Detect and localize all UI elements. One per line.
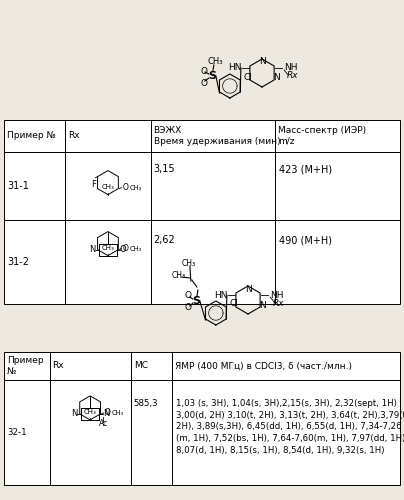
Bar [131, 352, 172, 380]
Text: Rx: Rx [68, 132, 80, 140]
Text: Rx: Rx [53, 362, 64, 370]
Text: МС: МС [134, 362, 148, 370]
Bar [275, 120, 400, 152]
Text: CH₃: CH₃ [112, 410, 124, 416]
Text: NH: NH [284, 64, 298, 72]
Text: O: O [200, 66, 207, 76]
Text: Ac: Ac [99, 420, 108, 428]
Bar [50, 352, 131, 380]
Text: O: O [105, 408, 110, 418]
Text: O: O [120, 245, 126, 254]
Bar [65, 220, 151, 304]
Bar [4, 152, 65, 220]
Text: F: F [91, 180, 96, 188]
Bar [275, 220, 400, 304]
Text: S: S [208, 71, 216, 81]
Text: N: N [245, 284, 251, 294]
Text: 490 (М+Н): 490 (М+Н) [279, 235, 332, 245]
Text: O: O [184, 292, 191, 300]
Text: N: N [259, 300, 265, 310]
Text: Пример
№: Пример № [7, 356, 44, 376]
Text: N: N [71, 410, 77, 418]
Text: CH₃: CH₃ [84, 409, 97, 415]
Bar [65, 120, 151, 152]
Text: CH₃: CH₃ [182, 258, 196, 268]
Text: Cl: Cl [229, 300, 238, 308]
Text: 31-2: 31-2 [7, 257, 29, 267]
Bar [151, 152, 275, 220]
Text: O: O [200, 78, 207, 88]
Bar [4, 380, 50, 485]
Bar [50, 380, 131, 485]
Text: O: O [184, 304, 191, 312]
Bar [4, 220, 65, 304]
Text: CH₃: CH₃ [129, 184, 141, 190]
Text: ВЭЖХ
Время удерживания (мин): ВЭЖХ Время удерживания (мин) [154, 126, 280, 146]
Text: HN: HN [215, 290, 228, 300]
Text: Пример №: Пример № [7, 132, 56, 140]
Text: CH₃: CH₃ [172, 272, 186, 280]
Text: N: N [103, 410, 109, 418]
Text: CH₃: CH₃ [101, 184, 114, 190]
Text: N: N [259, 58, 265, 66]
Text: 1,03 (s, 3H), 1,04(s, 3H),2,15(s, 3H), 2,32(sept, 1H)
3,00(d, 2H) 3,10(t, 2H), 3: 1,03 (s, 3H), 1,04(s, 3H),2,15(s, 3H), 2… [176, 399, 404, 455]
Text: 2,62: 2,62 [154, 235, 175, 245]
Text: 423 (М+Н): 423 (М+Н) [279, 164, 332, 174]
Bar [4, 352, 50, 380]
Text: S: S [192, 296, 200, 306]
Text: O: O [122, 183, 128, 192]
Text: 31-1: 31-1 [7, 181, 29, 191]
Text: Масс-спектр (ИЭР)
m/z: Масс-спектр (ИЭР) m/z [278, 126, 366, 146]
Text: HN: HN [228, 64, 242, 72]
Text: Rx: Rx [273, 298, 285, 308]
Bar [172, 352, 400, 380]
Text: ЯМР (400 МГц) в CDCl3, δ (част./млн.): ЯМР (400 МГц) в CDCl3, δ (част./млн.) [175, 362, 352, 370]
Bar [131, 380, 172, 485]
Text: Rx: Rx [287, 72, 299, 80]
Text: CH₃: CH₃ [129, 246, 141, 252]
Bar [65, 152, 151, 220]
Text: NH: NH [270, 290, 284, 300]
Bar [151, 120, 275, 152]
Text: O: O [122, 244, 128, 253]
Bar [275, 152, 400, 220]
Bar [172, 380, 400, 485]
Text: CH₃: CH₃ [101, 244, 114, 250]
Text: N: N [90, 245, 96, 254]
Text: Cl: Cl [244, 72, 252, 82]
Text: N: N [273, 74, 280, 82]
Text: CH₃: CH₃ [207, 58, 223, 66]
Text: 3,15: 3,15 [154, 164, 175, 174]
Bar [151, 220, 275, 304]
Text: 585,3: 585,3 [134, 399, 158, 408]
Bar [4, 120, 65, 152]
Text: 32-1: 32-1 [7, 428, 27, 437]
